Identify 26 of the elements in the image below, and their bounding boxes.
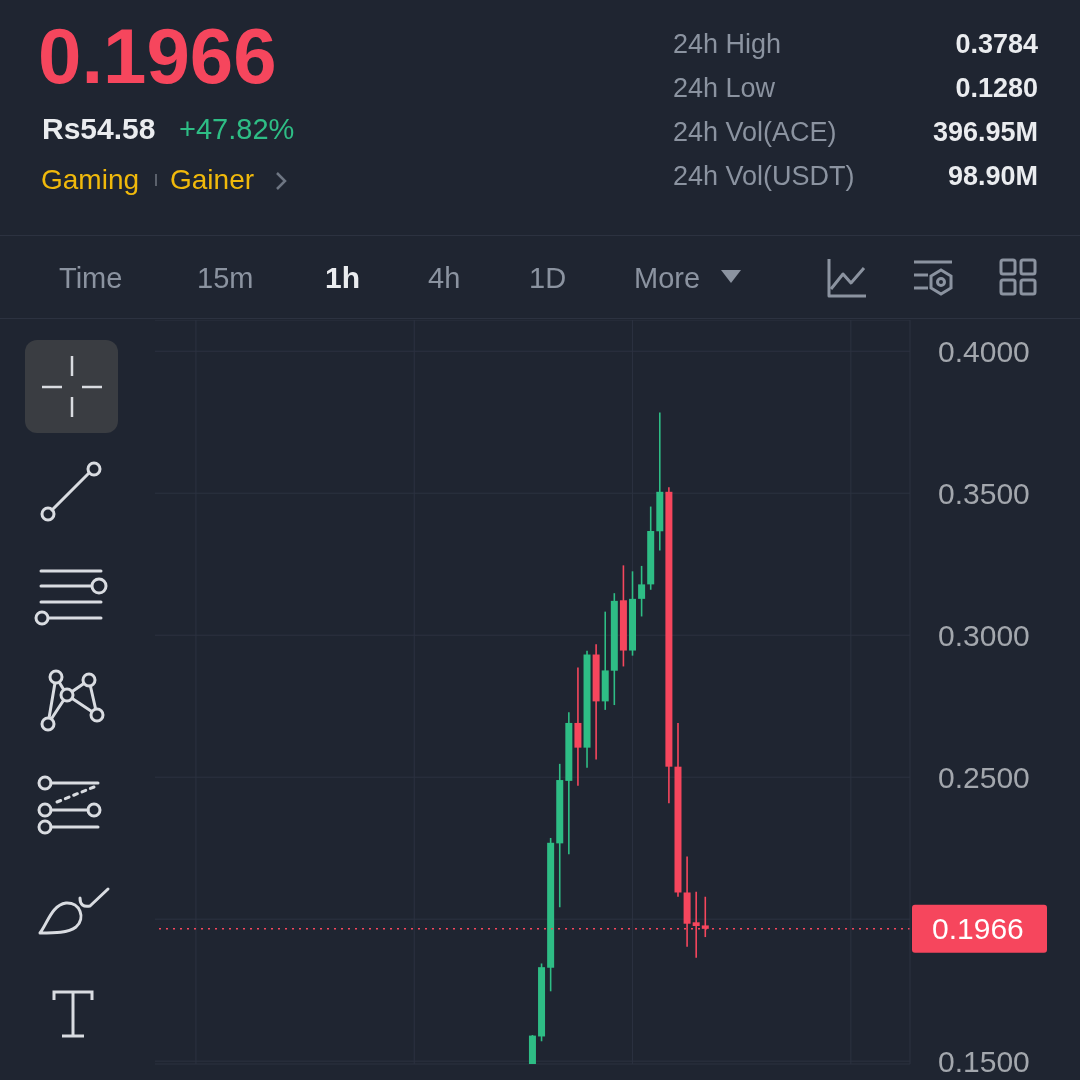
text: 0.1966 — [38, 11, 277, 100]
text: 396.95M — [932, 116, 1038, 147]
text: Gaming — [41, 164, 140, 196]
y-tick-label: 0.1500 — [938, 1044, 1030, 1078]
y-tick-label: 0.4000 — [938, 334, 1030, 368]
text: 24h Low — [673, 72, 776, 103]
y-tick-label: 0.3000 — [938, 618, 1030, 652]
text: Gainer — [170, 164, 255, 196]
text: 0.3784 — [955, 28, 1038, 59]
text: +47.82% — [179, 112, 295, 145]
text: More — [634, 261, 701, 294]
text: Time — [59, 261, 123, 294]
text: 4h — [428, 261, 461, 294]
text: 0.1280 — [955, 72, 1038, 103]
ref-line-label: 0.1966 — [932, 912, 1024, 946]
text: 24h High — [673, 28, 782, 59]
y-tick-label: 0.3500 — [938, 476, 1030, 510]
text: 15m — [197, 261, 254, 294]
text: 98.90M — [947, 160, 1038, 191]
text: 1h — [325, 261, 361, 295]
y-tick-label: 0.2500 — [938, 760, 1030, 794]
text: Rs54.58 — [42, 112, 156, 146]
text: 24h Vol(ACE) — [673, 116, 837, 147]
candlestick — [638, 565, 646, 618]
text: 24h Vol(USDT) — [673, 160, 855, 191]
text: 1D — [529, 261, 567, 294]
